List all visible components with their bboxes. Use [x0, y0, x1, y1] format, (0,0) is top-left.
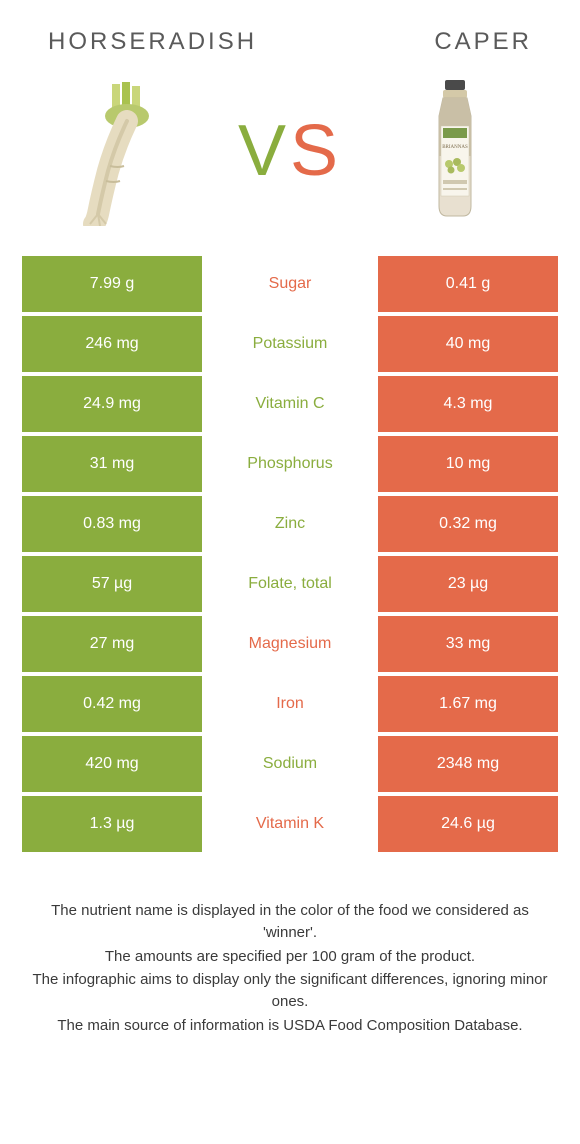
nutrient-label: Magnesium [202, 616, 378, 672]
right-food-title: CAPER [434, 28, 532, 56]
right-value: 0.32 mg [378, 496, 558, 552]
footer-notes: The nutrient name is displayed in the co… [0, 856, 580, 1039]
nutrient-table: 7.99 gSugar0.41 g246 mgPotassium40 mg24.… [0, 256, 580, 856]
table-row: 0.83 mgZinc0.32 mg [22, 496, 558, 552]
left-value: 1.3 µg [22, 796, 202, 852]
vs-s: S [290, 111, 342, 191]
left-value: 420 mg [22, 736, 202, 792]
nutrient-label: Sodium [202, 736, 378, 792]
nutrient-label: Sugar [202, 256, 378, 312]
left-value: 24.9 mg [22, 376, 202, 432]
table-row: 246 mgPotassium40 mg [22, 316, 558, 372]
nutrient-label: Potassium [202, 316, 378, 372]
images-row: VS BRIANNAS [0, 66, 580, 256]
footer-line: The infographic aims to display only the… [30, 969, 550, 1013]
nutrient-label: Folate, total [202, 556, 378, 612]
left-value: 7.99 g [22, 256, 202, 312]
nutrient-label: Phosphorus [202, 436, 378, 492]
vs-label: VS [238, 110, 342, 192]
table-row: 31 mgPhosphorus10 mg [22, 436, 558, 492]
left-value: 0.42 mg [22, 676, 202, 732]
footer-line: The nutrient name is displayed in the co… [30, 900, 550, 944]
table-row: 7.99 gSugar0.41 g [22, 256, 558, 312]
left-value: 246 mg [22, 316, 202, 372]
right-value: 40 mg [378, 316, 558, 372]
right-value: 10 mg [378, 436, 558, 492]
right-value: 23 µg [378, 556, 558, 612]
right-value: 2348 mg [378, 736, 558, 792]
right-value: 0.41 g [378, 256, 558, 312]
left-food-title: HORSERADISH [48, 28, 257, 56]
nutrient-label: Zinc [202, 496, 378, 552]
table-row: 27 mgMagnesium33 mg [22, 616, 558, 672]
header: HORSERADISH CAPER [0, 0, 580, 66]
table-row: 420 mgSodium2348 mg [22, 736, 558, 792]
nutrient-label: Vitamin C [202, 376, 378, 432]
right-value: 4.3 mg [378, 376, 558, 432]
left-value: 57 µg [22, 556, 202, 612]
left-value: 27 mg [22, 616, 202, 672]
svg-text:BRIANNAS: BRIANNAS [442, 145, 468, 150]
nutrient-label: Iron [202, 676, 378, 732]
table-row: 1.3 µgVitamin K24.6 µg [22, 796, 558, 852]
horseradish-image [60, 76, 190, 226]
footer-line: The main source of information is USDA F… [30, 1015, 550, 1037]
nutrient-label: Vitamin K [202, 796, 378, 852]
left-value: 31 mg [22, 436, 202, 492]
table-row: 24.9 mgVitamin C4.3 mg [22, 376, 558, 432]
table-row: 0.42 mgIron1.67 mg [22, 676, 558, 732]
left-value: 0.83 mg [22, 496, 202, 552]
footer-line: The amounts are specified per 100 gram o… [30, 946, 550, 968]
right-value: 1.67 mg [378, 676, 558, 732]
table-row: 57 µgFolate, total23 µg [22, 556, 558, 612]
infographic-container: HORSERADISH CAPER VS [0, 0, 580, 1144]
vs-v: V [238, 111, 290, 191]
right-value: 24.6 µg [378, 796, 558, 852]
right-value: 33 mg [378, 616, 558, 672]
caper-bottle-image: BRIANNAS [390, 76, 520, 226]
